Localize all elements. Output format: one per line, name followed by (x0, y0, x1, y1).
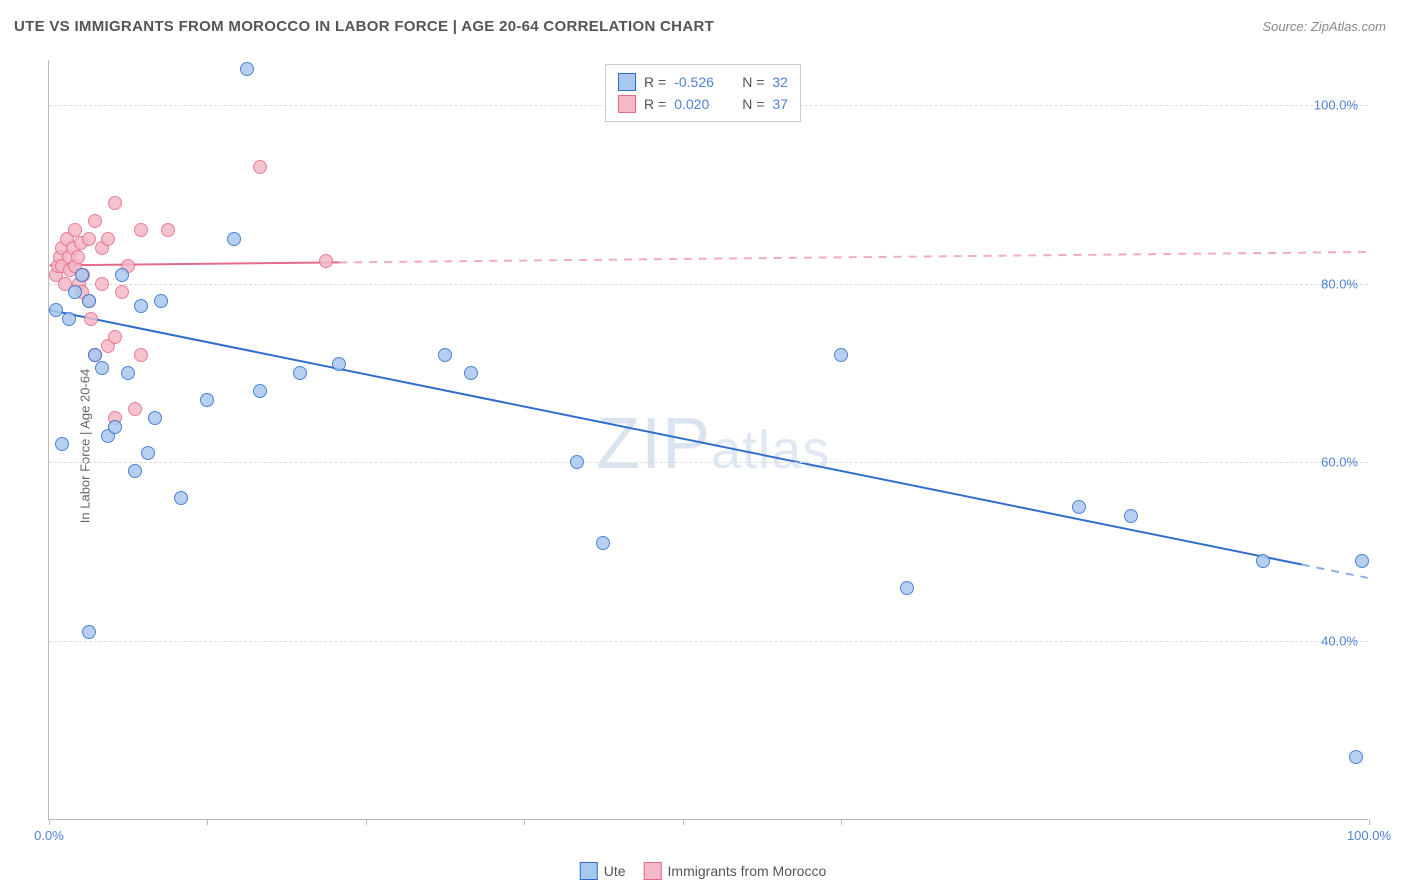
legend-item-ute: Ute (580, 862, 626, 880)
y-tick-label: 100.0% (1314, 97, 1358, 112)
swatch-morocco (618, 95, 636, 113)
data-point-ute (141, 446, 155, 460)
legend-row-ute: R = -0.526 N = 32 (618, 71, 788, 93)
chart-title: UTE VS IMMIGRANTS FROM MOROCCO IN LABOR … (14, 18, 714, 35)
data-point-ute (75, 268, 89, 282)
trend-line-dashed (339, 252, 1367, 262)
data-point-ute (570, 455, 584, 469)
data-point-ute (1072, 500, 1086, 514)
data-point-morocco (108, 196, 122, 210)
gridline (49, 641, 1368, 642)
n-value-morocco: 37 (772, 96, 788, 112)
data-point-morocco (88, 214, 102, 228)
plot-area: ZIPatlas 40.0%60.0%80.0%100.0%0.0%100.0% (48, 60, 1368, 820)
data-point-ute (1256, 554, 1270, 568)
data-point-ute (1355, 554, 1369, 568)
chart-svg (49, 60, 1368, 819)
y-tick-label: 80.0% (1321, 276, 1358, 291)
legend-label-ute: Ute (604, 863, 626, 879)
data-point-ute (68, 285, 82, 299)
x-tick (841, 819, 842, 825)
data-point-ute (88, 348, 102, 362)
data-point-ute (253, 384, 267, 398)
r-value-morocco: 0.020 (674, 96, 734, 112)
y-tick-label: 40.0% (1321, 634, 1358, 649)
data-point-ute (200, 393, 214, 407)
chart-container: UTE VS IMMIGRANTS FROM MOROCCO IN LABOR … (0, 0, 1406, 892)
data-point-ute (1349, 750, 1363, 764)
data-point-morocco (71, 250, 85, 264)
data-point-ute (438, 348, 452, 362)
swatch-morocco-icon (644, 862, 662, 880)
data-point-ute (62, 312, 76, 326)
data-point-ute (332, 357, 346, 371)
x-tick-label: 100.0% (1347, 828, 1391, 843)
trend-line-solid (49, 262, 339, 265)
data-point-ute (115, 268, 129, 282)
n-value-ute: 32 (772, 74, 788, 90)
data-point-ute (148, 411, 162, 425)
data-point-ute (174, 491, 188, 505)
legend-item-morocco: Immigrants from Morocco (644, 862, 827, 880)
data-point-ute (121, 366, 135, 380)
data-point-ute (82, 625, 96, 639)
data-point-ute (227, 232, 241, 246)
data-point-morocco (108, 330, 122, 344)
x-tick (1369, 819, 1370, 825)
data-point-morocco (101, 232, 115, 246)
y-tick-label: 60.0% (1321, 455, 1358, 470)
x-tick (366, 819, 367, 825)
data-point-ute (240, 62, 254, 76)
n-label: N = (742, 74, 764, 90)
data-point-ute (293, 366, 307, 380)
legend-label-morocco: Immigrants from Morocco (668, 863, 827, 879)
data-point-morocco (134, 223, 148, 237)
gridline (49, 284, 1368, 285)
data-point-morocco (253, 160, 267, 174)
legend-series: Ute Immigrants from Morocco (580, 862, 827, 880)
data-point-ute (596, 536, 610, 550)
data-point-morocco (161, 223, 175, 237)
data-point-ute (82, 294, 96, 308)
data-point-ute (128, 464, 142, 478)
source-label: Source: ZipAtlas.com (1262, 19, 1386, 34)
data-point-ute (1124, 509, 1138, 523)
r-label: R = (644, 96, 666, 112)
r-value-ute: -0.526 (674, 74, 734, 90)
x-tick (524, 819, 525, 825)
data-point-morocco (128, 402, 142, 416)
title-bar: UTE VS IMMIGRANTS FROM MOROCCO IN LABOR … (14, 18, 1386, 35)
data-point-morocco (95, 277, 109, 291)
data-point-ute (900, 581, 914, 595)
x-tick (207, 819, 208, 825)
legend-row-morocco: R = 0.020 N = 37 (618, 93, 788, 115)
data-point-morocco (134, 348, 148, 362)
data-point-ute (154, 294, 168, 308)
swatch-ute-icon (580, 862, 598, 880)
legend-correlation: R = -0.526 N = 32 R = 0.020 N = 37 (605, 64, 801, 122)
data-point-ute (834, 348, 848, 362)
data-point-morocco (115, 285, 129, 299)
x-tick (683, 819, 684, 825)
x-tick (49, 819, 50, 825)
data-point-ute (108, 420, 122, 434)
data-point-ute (95, 361, 109, 375)
data-point-morocco (319, 254, 333, 268)
data-point-ute (134, 299, 148, 313)
r-label: R = (644, 74, 666, 90)
data-point-morocco (84, 312, 98, 326)
swatch-ute (618, 73, 636, 91)
data-point-morocco (82, 232, 96, 246)
x-tick-label: 0.0% (34, 828, 64, 843)
trend-line-solid (49, 310, 1301, 564)
data-point-ute (49, 303, 63, 317)
data-point-morocco (68, 223, 82, 237)
data-point-ute (55, 437, 69, 451)
gridline (49, 462, 1368, 463)
data-point-ute (464, 366, 478, 380)
n-label: N = (742, 96, 764, 112)
